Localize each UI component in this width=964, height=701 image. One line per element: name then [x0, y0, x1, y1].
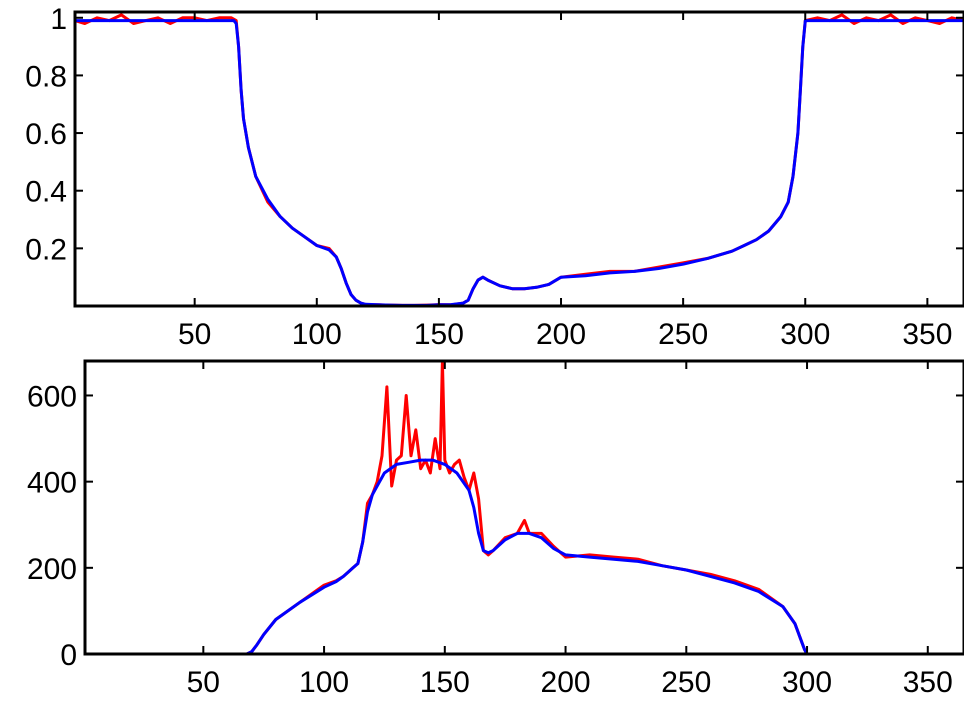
bottom-y-tick-label: 0: [60, 639, 77, 672]
bottom-y-tick-label: 400: [27, 467, 77, 500]
bottom-x-tick-label: 200: [541, 666, 591, 699]
top-y-tick-label: 0.2: [25, 233, 67, 266]
top-x-tick-label: 100: [292, 318, 342, 351]
bottom-series-smooth-line: [85, 458, 964, 654]
bottom-y-tick-label: 200: [27, 553, 77, 586]
bottom-x-tick-label: 300: [782, 666, 832, 699]
top-x-tick-label: 150: [414, 318, 464, 351]
bottom-x-tick-label: 100: [299, 666, 349, 699]
top-series-noisy-line: [75, 13, 964, 306]
top-x-tick-label: 250: [658, 318, 708, 351]
top-y-tick-label: 1: [50, 3, 67, 36]
bottom-x-tick-label: 350: [903, 666, 953, 699]
bottom-x-tick-label: 50: [187, 666, 220, 699]
top-x-tick-label: 200: [536, 318, 586, 351]
top-y-tick-label: 0.6: [25, 118, 67, 151]
bottom-x-tick-label: 150: [420, 666, 470, 699]
top-x-tick-label: 50: [178, 318, 211, 351]
top-x-tick-label: 350: [902, 318, 952, 351]
bottom-series-noisy-line: [85, 361, 964, 654]
top-axes-box: [73, 10, 964, 308]
bottom-y-tick-label: 600: [27, 380, 77, 413]
top-series-smooth-line: [75, 19, 964, 306]
top-y-tick-label: 0.4: [25, 176, 67, 209]
bottom-panel: 50 100 150 200 250 300 350 0 200 400 600: [27, 359, 964, 699]
bottom-x-tick-label: 250: [661, 666, 711, 699]
bottom-axes-box: [83, 359, 964, 656]
top-y-tick-label: 0.8: [25, 60, 67, 93]
top-x-tick-label: 300: [780, 318, 830, 351]
top-panel: 50 100 150 200 250 300 350 0.2 0.4 0.6 0.8 1: [25, 3, 964, 351]
